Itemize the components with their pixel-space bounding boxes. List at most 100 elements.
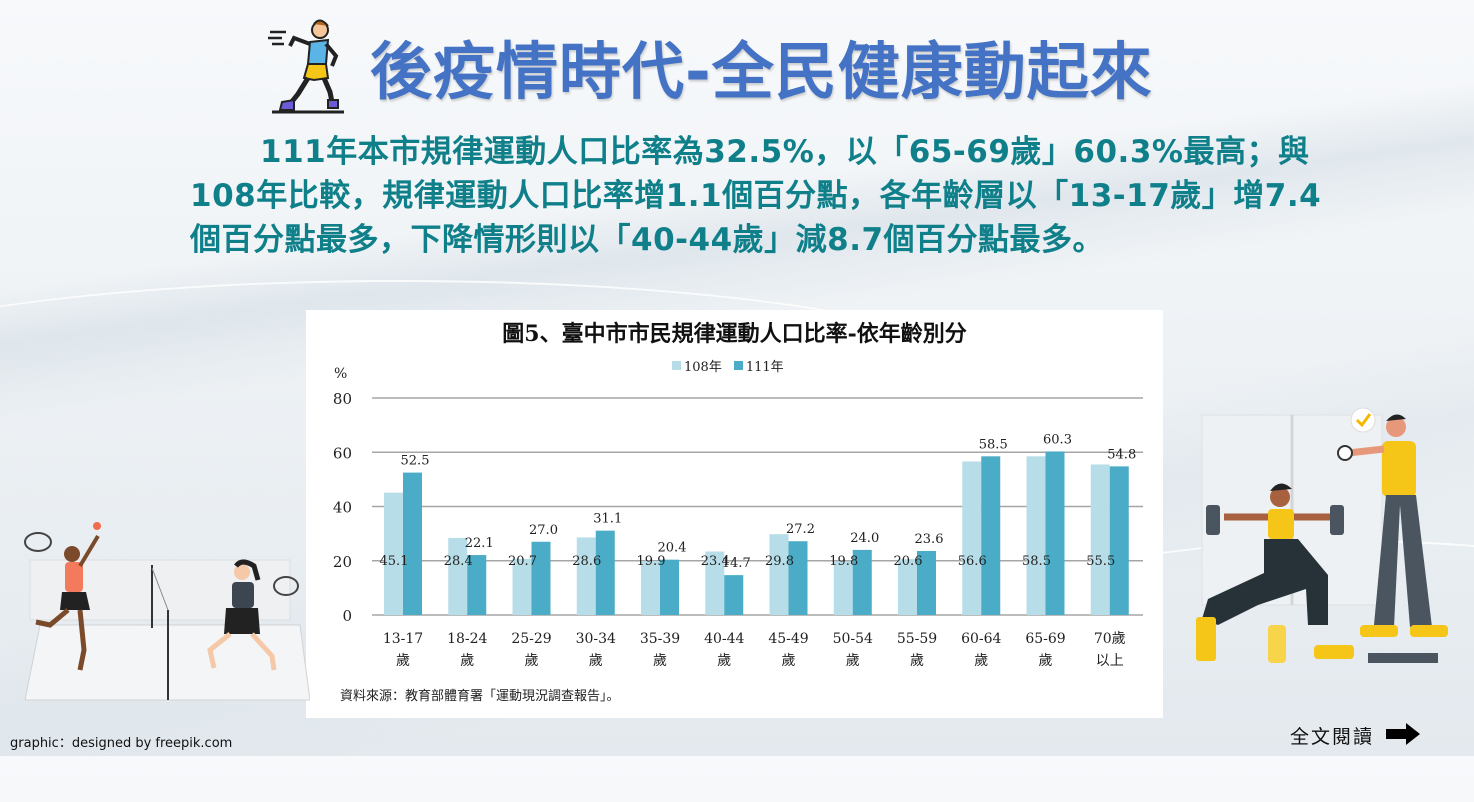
bar-108 <box>962 461 982 615</box>
y-tick-label: 0 <box>342 607 352 625</box>
y-tick-label: 60 <box>333 444 352 462</box>
legend-label-111: 111年 <box>745 360 784 375</box>
x-tick-label: 70歲 <box>1094 631 1126 647</box>
bar-108 <box>898 559 917 615</box>
bar-111 <box>917 550 936 615</box>
background-swoosh <box>0 280 1000 482</box>
bar-111 <box>660 559 679 615</box>
x-tick-label: 18-24 <box>447 631 487 647</box>
bar-108 <box>512 558 532 615</box>
bar-chart: 0 20 40 60 80 45.1 52.5 13-17 歲 28.4 22.1 18-24 歲 20.… <box>333 390 1143 669</box>
value-label-111: 58.5 <box>979 437 1008 452</box>
value-label-108: 28.4 <box>444 554 473 569</box>
bar-108 <box>384 492 403 615</box>
runner-icon <box>268 18 348 114</box>
gym-illustration <box>1188 405 1458 680</box>
value-label-111: 14.7 <box>722 556 751 571</box>
value-label-108: 29.8 <box>765 554 794 569</box>
bar-111 <box>981 456 1001 615</box>
y-tick-label: 40 <box>333 499 352 517</box>
x-tick-label: 45-49 <box>768 631 808 647</box>
x-tick-label: 25-29 <box>511 631 551 647</box>
x-tick-label: 50-54 <box>833 631 873 647</box>
value-label-111: 22.1 <box>465 536 494 551</box>
bar-108 <box>1026 456 1046 615</box>
y-axis-unit: % <box>334 366 348 382</box>
bar-111 <box>467 555 487 615</box>
value-label-111: 24.0 <box>850 531 879 546</box>
x-tick-label: 35-39 <box>640 631 680 647</box>
value-label-108: 20.6 <box>894 554 923 569</box>
value-label-111: 31.1 <box>593 512 622 527</box>
value-label-108: 45.1 <box>380 554 409 569</box>
x-tick-label: 40-44 <box>704 631 744 647</box>
page-title: 後疫情時代-全民健康動起來 <box>370 35 1153 108</box>
x-tick-label: 65-69 <box>1025 631 1065 647</box>
x-tick-label: 歲 <box>910 653 924 669</box>
value-label-108: 19.8 <box>829 554 858 569</box>
value-label-111: 20.4 <box>658 541 687 556</box>
y-tick-label: 80 <box>333 390 352 408</box>
x-tick-label: 歲 <box>1039 653 1053 669</box>
value-label-111: 52.5 <box>401 454 430 469</box>
chart-legend: 108年 111年 <box>672 356 784 375</box>
image-credit: graphic：designed by freepik.com <box>10 736 233 751</box>
value-label-111: 54.8 <box>1107 447 1136 462</box>
tennis-illustration <box>10 510 311 710</box>
x-tick-label: 歲 <box>846 653 860 669</box>
read-more-link[interactable]: 全文閱讀 <box>1290 722 1421 749</box>
bar-108 <box>576 537 596 615</box>
x-tick-label: 13-17 <box>383 631 423 647</box>
legend-item-111: 111年 <box>733 356 784 375</box>
x-tick-label: 55-59 <box>897 631 937 647</box>
value-label-111: 23.6 <box>915 532 944 547</box>
value-label-111: 27.0 <box>529 523 558 538</box>
bar-111 <box>788 541 808 615</box>
value-label-108: 58.5 <box>1022 554 1051 569</box>
legend-label-108: 108年 <box>684 360 722 375</box>
x-tick-label: 60-64 <box>961 631 1001 647</box>
bar-111 <box>852 549 872 615</box>
x-tick-label: 歲 <box>396 653 410 669</box>
x-tick-label: 歲 <box>717 653 731 669</box>
y-tick-label: 20 <box>333 553 352 571</box>
value-label-108: 56.6 <box>958 554 987 569</box>
summary-paragraph: 111年本市規律運動人口比率為32.5%，以「65-69歲」60.3%最高；與1… <box>190 130 1350 262</box>
x-tick-label: 歲 <box>525 653 539 669</box>
bar-111 <box>1045 451 1065 615</box>
x-tick-label: 歲 <box>782 653 796 669</box>
x-tick-label: 以上 <box>1096 653 1124 669</box>
value-label-111: 60.3 <box>1043 432 1072 447</box>
bar-108 <box>705 551 725 615</box>
arrow-right-icon <box>1386 722 1421 749</box>
bar-111 <box>595 530 615 615</box>
value-label-108: 20.7 <box>508 554 537 569</box>
bar-111 <box>1109 466 1129 615</box>
bar-108 <box>769 534 789 615</box>
legend-swatch-111 <box>733 361 743 370</box>
value-label-108: 28.6 <box>572 554 601 569</box>
bar-108 <box>1090 464 1110 615</box>
chart-panel: 圖5、臺中市市民規律運動人口比率-依年齡別分 108年 111年 % 0 20 40… <box>306 310 1163 718</box>
bar-111 <box>403 472 422 615</box>
chart-title: 圖5、臺中市市民規律運動人口比率-依年齡別分 <box>502 321 967 347</box>
x-tick-label: 歲 <box>460 653 474 669</box>
value-label-108: 55.5 <box>1086 554 1115 569</box>
x-tick-label: 歲 <box>653 653 667 669</box>
value-label-108: 19.9 <box>637 554 666 569</box>
summary-text: 111年本市規律運動人口比率為32.5%，以「65-69歲」60.3%最高；與1… <box>190 134 1322 258</box>
header: 後疫情時代-全民健康動起來 <box>268 16 1153 116</box>
read-more-label: 全文閱讀 <box>1290 726 1375 748</box>
bar-108 <box>448 537 468 615</box>
x-tick-label: 歲 <box>589 653 603 669</box>
bar-108 <box>641 561 660 615</box>
chart-source: 資料來源：教育部體育署「運動現況調查報告」。 <box>340 689 620 704</box>
legend-item-108: 108年 <box>672 356 722 375</box>
legend-swatch-108 <box>672 361 681 370</box>
value-label-108: 23.4 <box>701 554 730 569</box>
x-tick-label: 歲 <box>974 653 988 669</box>
bar-108 <box>833 561 853 615</box>
x-tick-label: 30-34 <box>576 631 616 647</box>
bar-111 <box>531 541 551 615</box>
bar-111 <box>724 575 744 615</box>
